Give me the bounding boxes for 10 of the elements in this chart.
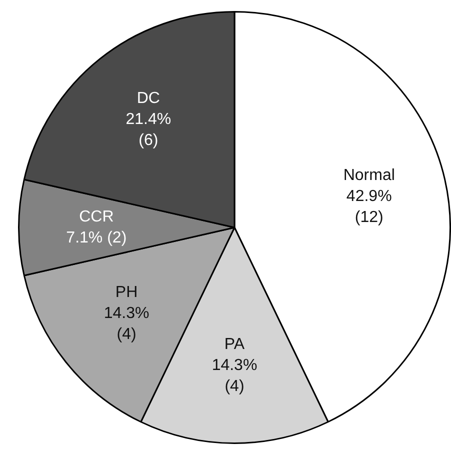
data-label: 14.3% (4) [104,305,150,343]
data-label: 21.4% (6) [126,110,172,149]
data-label: 14.3% (4) [212,356,258,395]
slice-label: DC [136,90,160,107]
slice-label: PH [115,284,138,301]
slice-label: PA [224,336,245,353]
data-label: 42.9% (12) [346,188,392,226]
slice-label: Normal [343,167,395,184]
data-label: 7.1% (2) [66,229,127,246]
slice-label: CCR [79,208,114,226]
